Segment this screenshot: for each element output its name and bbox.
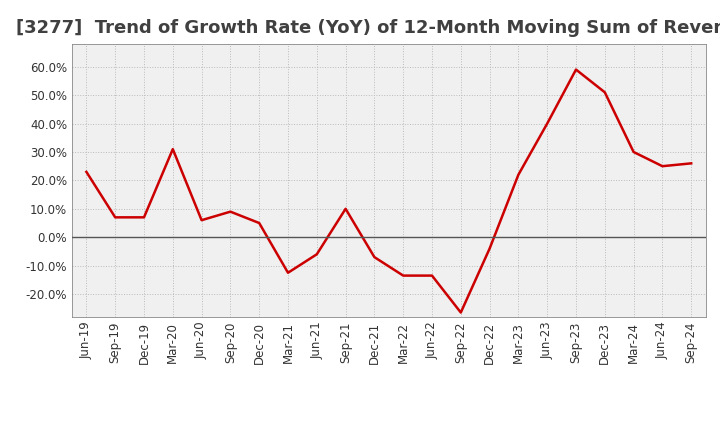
Title: [3277]  Trend of Growth Rate (YoY) of 12-Month Moving Sum of Revenues: [3277] Trend of Growth Rate (YoY) of 12-…: [16, 19, 720, 37]
